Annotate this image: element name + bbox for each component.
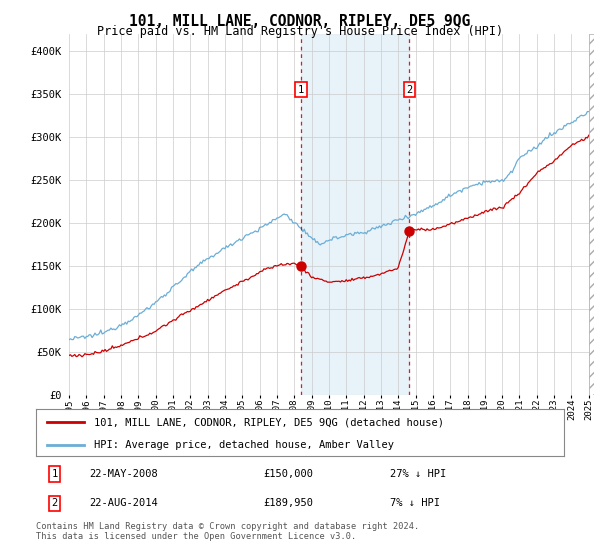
Text: 22-AUG-2014: 22-AUG-2014 xyxy=(89,498,158,508)
Text: 7% ↓ HPI: 7% ↓ HPI xyxy=(390,498,440,508)
Text: 101, MILL LANE, CODNOR, RIPLEY, DE5 9QG: 101, MILL LANE, CODNOR, RIPLEY, DE5 9QG xyxy=(130,14,470,29)
Text: 101, MILL LANE, CODNOR, RIPLEY, DE5 9QG (detached house): 101, MILL LANE, CODNOR, RIPLEY, DE5 9QG … xyxy=(94,417,444,427)
Text: 1: 1 xyxy=(298,85,304,95)
Text: 1: 1 xyxy=(52,469,58,479)
Text: £189,950: £189,950 xyxy=(263,498,313,508)
Text: £150,000: £150,000 xyxy=(263,469,313,479)
Bar xyxy=(589,34,594,395)
Bar xyxy=(301,34,409,395)
Text: 27% ↓ HPI: 27% ↓ HPI xyxy=(390,469,446,479)
Text: Contains HM Land Registry data © Crown copyright and database right 2024.
This d: Contains HM Land Registry data © Crown c… xyxy=(36,522,419,542)
Text: HPI: Average price, detached house, Amber Valley: HPI: Average price, detached house, Ambe… xyxy=(94,440,394,450)
Text: Price paid vs. HM Land Registry's House Price Index (HPI): Price paid vs. HM Land Registry's House … xyxy=(97,25,503,38)
Text: 22-MAY-2008: 22-MAY-2008 xyxy=(89,469,158,479)
Text: 2: 2 xyxy=(406,85,412,95)
Text: 2: 2 xyxy=(52,498,58,508)
